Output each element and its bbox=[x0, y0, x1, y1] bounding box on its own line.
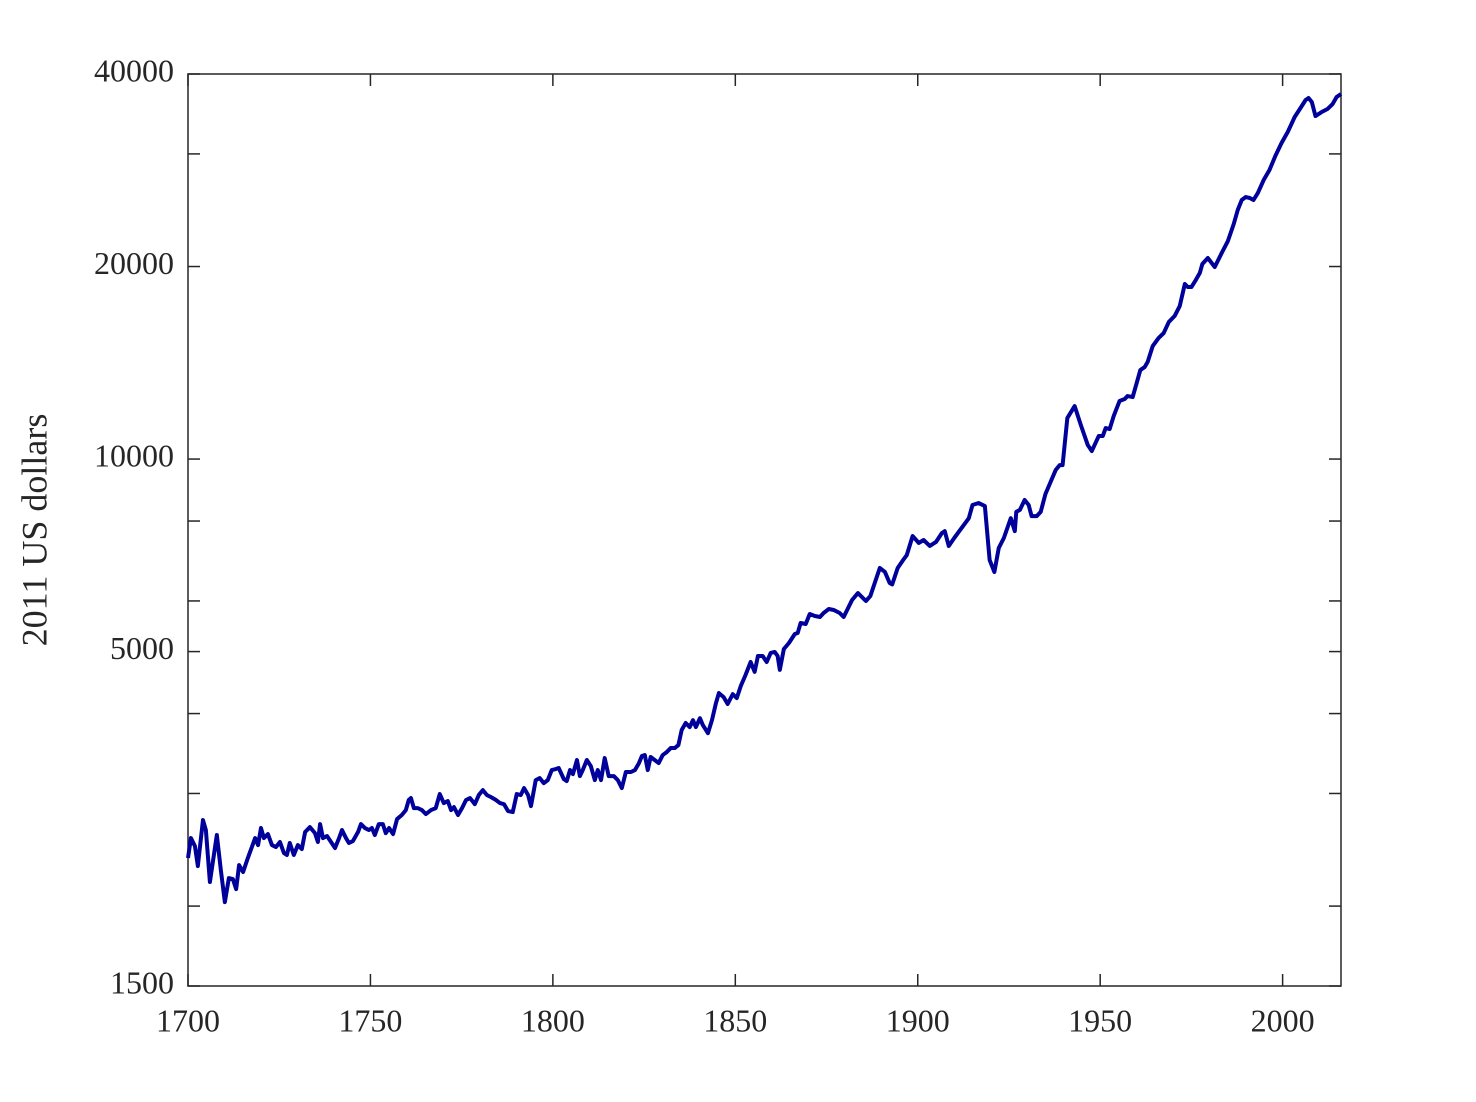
plot-frame bbox=[187, 73, 1342, 987]
data-line bbox=[186, 92, 1343, 905]
y-tick-label: 20000 bbox=[94, 245, 174, 281]
x-tick-label: 1950 bbox=[1068, 1002, 1132, 1038]
x-tick-label: 1750 bbox=[338, 1002, 402, 1038]
y-tick-label: 40000 bbox=[94, 52, 174, 88]
y-tick-label: 1500 bbox=[110, 964, 174, 1000]
x-tick-label: 2000 bbox=[1251, 1002, 1315, 1038]
x-tick-label: 1850 bbox=[703, 1002, 767, 1038]
x-tick-label: 1800 bbox=[521, 1002, 585, 1038]
x-tick-label: 1900 bbox=[886, 1002, 950, 1038]
y-axis-label: 2011 US dollars bbox=[14, 414, 54, 647]
y-tick-label: 5000 bbox=[110, 630, 174, 666]
x-tick-label: 1700 bbox=[156, 1002, 220, 1038]
y-tick-label: 10000 bbox=[94, 437, 174, 473]
